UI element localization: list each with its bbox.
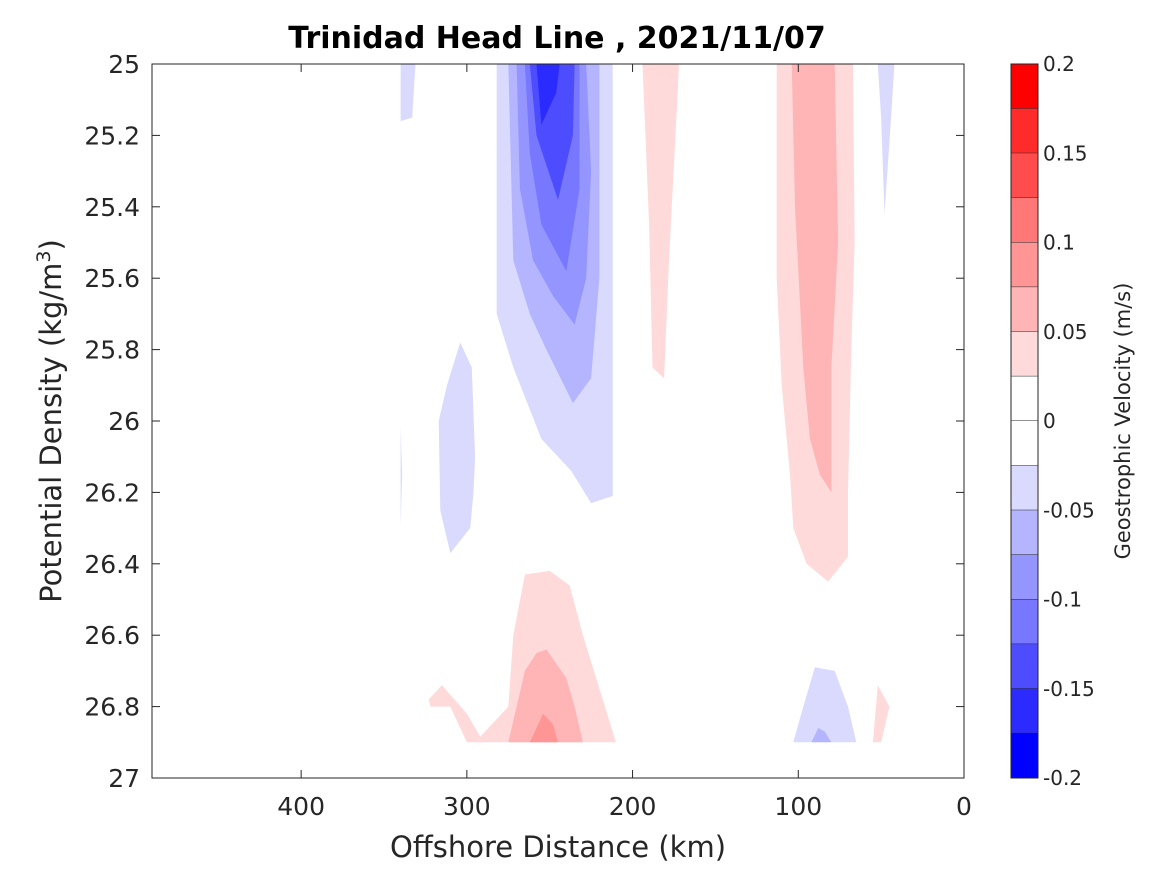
- x-tick-label: 100: [774, 792, 822, 821]
- colorbar-swatch: [1011, 733, 1038, 778]
- colorbar-tick-label: -0.2: [1043, 766, 1082, 790]
- colorbar-swatch: [1011, 554, 1038, 600]
- colorbar-frame: [1010, 63, 1039, 779]
- colorbar: 0.2 0.15 0.1 0.05 0 -0.05 -0.1 -0.15 -0.2: [1010, 52, 1095, 790]
- colorbar-tick-label: 0.1: [1043, 231, 1075, 255]
- x-tick-label: 0: [956, 792, 972, 821]
- x-tick-label: 200: [609, 792, 657, 821]
- y-tick-label: 25.2: [84, 121, 140, 150]
- contour-regions: [400, 64, 895, 743]
- colorbar-tick-label: 0.15: [1043, 141, 1088, 165]
- contour-region-pos-deep-west-blob: [428, 685, 484, 743]
- contour-region-neg-thin-sliver: [400, 428, 403, 525]
- colorbar-swatch: [1011, 242, 1038, 288]
- chart-title: Trinidad Head Line , 2021/11/07: [288, 21, 825, 56]
- colorbar-swatch: [1011, 465, 1038, 511]
- contour-region-pos-deep-l3: [529, 713, 558, 743]
- y-tick-label: 26: [108, 407, 140, 436]
- y-tick-label: 26.6: [84, 621, 140, 650]
- y-tick-label: 26.8: [84, 693, 140, 722]
- colorbar-tick-label: 0.2: [1043, 52, 1075, 76]
- x-axis: 400 300 200 100 0: [277, 64, 972, 821]
- y-tick-label: 27: [108, 764, 140, 793]
- contour-region-pos-east-deep-small: [872, 685, 890, 743]
- colorbar-tick-label: 0.05: [1043, 320, 1088, 344]
- contour-region-neg-jet-l6: [536, 64, 560, 125]
- x-tick-label: 300: [443, 792, 491, 821]
- colorbar-tick-label: 0: [1043, 409, 1056, 433]
- y-tick-label: 25.8: [84, 336, 140, 365]
- colorbar-swatch: [1011, 421, 1038, 466]
- x-axis-label: Offshore Distance (km): [390, 830, 726, 864]
- colorbar-tick-label: -0.05: [1043, 498, 1095, 522]
- y-axis-label-main: Potential Density (kg/m: [34, 263, 68, 603]
- colorbar-swatch: [1011, 153, 1038, 198]
- y-tick-label: 25: [108, 50, 140, 79]
- colorbar-swatch: [1011, 64, 1038, 109]
- colorbar-swatch: [1011, 644, 1038, 689]
- colorbar-tick-label: -0.1: [1043, 588, 1082, 612]
- colorbar-swatch: [1011, 510, 1038, 555]
- colorbar-label: Geostrophic Velocity (m/s): [1111, 283, 1135, 560]
- y-axis-label: Potential Density (kg/m3): [33, 239, 68, 603]
- contour-region-neg-west-small: [400, 64, 416, 122]
- x-tick-label: 400: [277, 792, 325, 821]
- contour-region-pos-middle-strip: [642, 64, 679, 379]
- contour-region-pos-deep-l2: [508, 649, 583, 743]
- contour-region-neg-east-deep-l1: [793, 667, 857, 743]
- y-tick-label: 26.4: [84, 550, 140, 579]
- colorbar-swatch: [1011, 376, 1038, 421]
- y-axis-label-sup: 3: [33, 250, 55, 262]
- contour-region-neg-east-deep-l2: [811, 728, 832, 743]
- y-tick-label: 25.6: [84, 264, 140, 293]
- y-tick-label: 25.4: [84, 193, 140, 222]
- y-tick-label: 26.2: [84, 478, 140, 507]
- colorbar-swatch: [1011, 108, 1038, 154]
- contour-region-neg-west-strip: [438, 342, 476, 554]
- y-axis: 25 25.2 25.4 25.6 25.8 26 26.2 26.4 26.6 26.8 27: [84, 50, 964, 793]
- colorbar-swatch: [1011, 197, 1038, 243]
- y-axis-label-end: ): [34, 239, 68, 250]
- contour-region-neg-east-small: [877, 64, 895, 214]
- colorbar-tick-label: -0.15: [1043, 677, 1095, 701]
- colorbar-swatch: [1011, 331, 1038, 377]
- contour-region-pos-east-l2: [791, 64, 839, 493]
- colorbar-swatch: [1011, 688, 1038, 734]
- colorbar-swatch: [1011, 599, 1038, 645]
- colorbar-swatch: [1011, 287, 1038, 332]
